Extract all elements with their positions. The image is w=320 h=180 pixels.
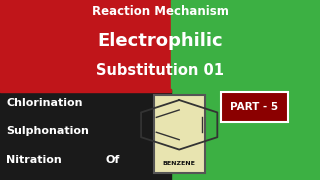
FancyBboxPatch shape [221, 92, 288, 122]
Text: PART - 5: PART - 5 [230, 102, 278, 112]
Bar [171, 0, 320, 180]
Bar [0, 89, 171, 92]
Text: Chlorination: Chlorination [6, 98, 83, 108]
Text: BENZENE: BENZENE [163, 161, 196, 166]
Bar [0, 90, 171, 180]
Text: Nitration: Nitration [6, 155, 62, 165]
Text: Of: Of [106, 155, 120, 165]
Text: Reaction Mechanism: Reaction Mechanism [92, 5, 228, 18]
Text: Substitution 01: Substitution 01 [96, 63, 224, 78]
Bar [154, 95, 205, 173]
Text: Electrophilic: Electrophilic [97, 32, 223, 50]
Text: Sulphonation: Sulphonation [6, 126, 89, 136]
